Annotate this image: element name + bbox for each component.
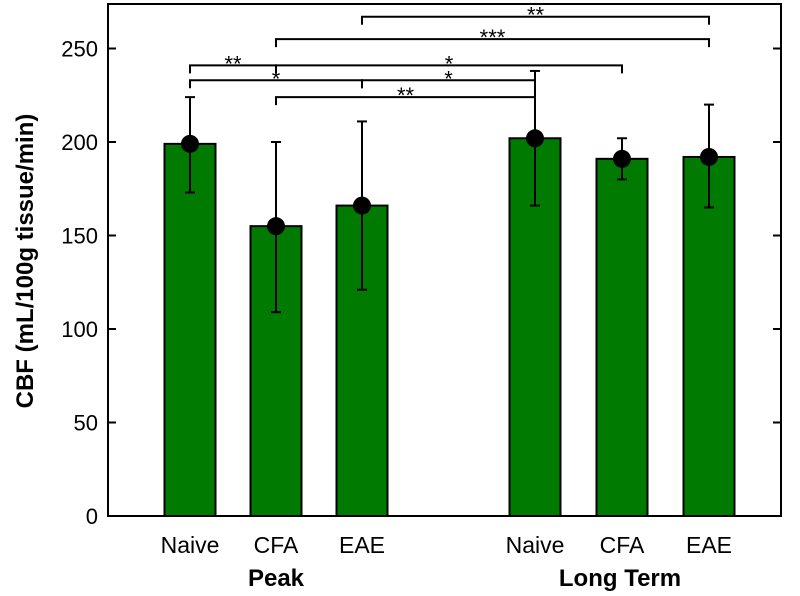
significance-label: ** — [527, 3, 545, 28]
y-axis-label: CBF (mL/100g tissue/min) — [12, 114, 39, 409]
mean-marker — [267, 217, 285, 236]
significance-bracket — [275, 96, 536, 106]
bar — [682, 155, 736, 518]
x-category-label: EAE — [686, 532, 732, 558]
y-tick-label: 100 — [61, 317, 98, 342]
significance-label: * — [445, 51, 454, 76]
x-group-label: Peak — [248, 565, 305, 592]
y-tick-label: 250 — [61, 37, 98, 62]
significance-label: ** — [397, 83, 415, 108]
y-tick-label: 200 — [61, 130, 98, 155]
x-category-label: CFA — [600, 532, 645, 558]
x-category-label: EAE — [339, 532, 385, 558]
x-category-label: CFA — [254, 532, 299, 558]
mean-marker — [613, 149, 631, 168]
significance-label: ** — [224, 51, 242, 76]
y-tick-label: 0 — [86, 504, 98, 529]
significance-bracket — [275, 64, 623, 74]
y-axis: 0 50 100 150 200 250 — [61, 37, 781, 529]
significance-label: * — [272, 66, 281, 91]
bar — [595, 157, 649, 518]
bar — [163, 142, 217, 517]
mean-marker — [526, 129, 544, 148]
y-tick-label: 150 — [61, 224, 98, 249]
x-category-label: Naive — [161, 532, 220, 558]
significance-bracket — [275, 38, 710, 48]
x-group-label: Long Term — [559, 565, 681, 592]
bars-layer — [163, 137, 736, 518]
error-bars-layer — [181, 69, 718, 314]
significance-label: * — [444, 66, 453, 91]
significance-bracket — [361, 15, 710, 25]
mean-marker — [353, 196, 371, 215]
significance-bracket — [361, 79, 536, 89]
plot-frame — [107, 3, 782, 517]
mean-marker — [181, 134, 199, 153]
x-category-label: Naive — [506, 532, 565, 558]
significance-label: *** — [480, 25, 506, 50]
significance-layer: *** ********* — [189, 3, 710, 108]
mean-marker — [700, 147, 718, 166]
y-tick-label: 50 — [74, 411, 98, 436]
